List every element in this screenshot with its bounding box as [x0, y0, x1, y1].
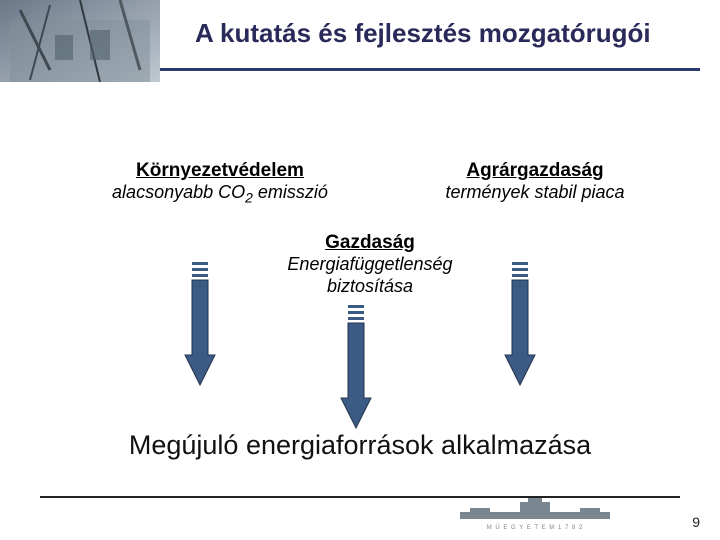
col-heading: Gazdaság	[270, 232, 470, 254]
col-subtitle-line1: Energiafüggetlenség	[270, 254, 470, 276]
slide-title: A kutatás és fejlesztés mozgatórugói	[195, 18, 651, 49]
title-underline	[160, 68, 700, 71]
page-number: 9	[692, 514, 700, 530]
header-building-image	[0, 0, 160, 82]
down-arrow-icon	[185, 262, 215, 385]
col-subtitle: termények stabil piaca	[420, 182, 650, 204]
col-subtitle-line2: biztosítása	[270, 276, 470, 298]
col-heading: Környezetvédelem	[90, 160, 350, 182]
down-arrow-icon	[505, 262, 535, 385]
col-heading: Agrárgazdaság	[420, 160, 650, 182]
column-economy: Gazdaság Energiafüggetlenség biztosítása	[270, 232, 470, 297]
down-arrow-icon	[341, 305, 371, 428]
column-agriculture: Agrárgazdaság termények stabil piaca	[420, 160, 650, 204]
slide-header: A kutatás és fejlesztés mozgatórugói	[0, 0, 720, 82]
svg-text:M Ű E G Y E T E M 1 7 8 2: M Ű E G Y E T E M 1 7 8 2	[487, 524, 584, 531]
column-environment: Környezetvédelem alacsonyabb CO2 emisszi…	[90, 160, 350, 206]
result-text: Megújuló energiaforrások alkalmazása	[0, 430, 720, 461]
col-subtitle: alacsonyabb CO2 emisszió	[90, 182, 350, 206]
footer-logo: M Ű E G Y E T E M 1 7 8 2	[450, 498, 620, 532]
